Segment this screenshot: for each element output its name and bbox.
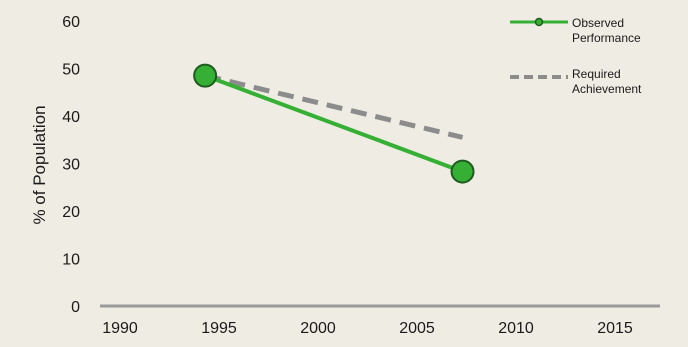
x-tick-label: 2005 [399, 320, 435, 337]
legend-marker-observed [534, 17, 544, 27]
series-line-required-achievement [204, 73, 464, 140]
legend-label-observed-2: Performance [572, 31, 641, 45]
y-tick-label: 10 [62, 252, 80, 269]
y-tick-label: 40 [62, 109, 80, 126]
x-tick-label: 2010 [498, 320, 534, 337]
x-tick-label: 2015 [597, 320, 633, 337]
y-tick-label: 50 [62, 62, 80, 79]
y-tick-label: 20 [62, 204, 80, 221]
y-tick-label: 30 [62, 157, 80, 174]
x-tick-label: 1990 [102, 320, 138, 337]
legend-label-observed-1: Observed [572, 16, 624, 30]
series-line-observed-performance [204, 73, 464, 174]
legend-label-required-2: Achievement [572, 82, 642, 96]
legend-label-required-1: Required [572, 67, 621, 81]
x-tick-label: 2000 [300, 320, 336, 337]
y-tick-label: 60 [62, 14, 80, 31]
data-point-observed-performance [450, 159, 475, 184]
y-axis-title: % of Population [30, 105, 49, 224]
y-tick-label: 0 [71, 299, 80, 316]
x-tick-label: 1995 [201, 320, 237, 337]
data-point-observed-performance [193, 63, 218, 88]
